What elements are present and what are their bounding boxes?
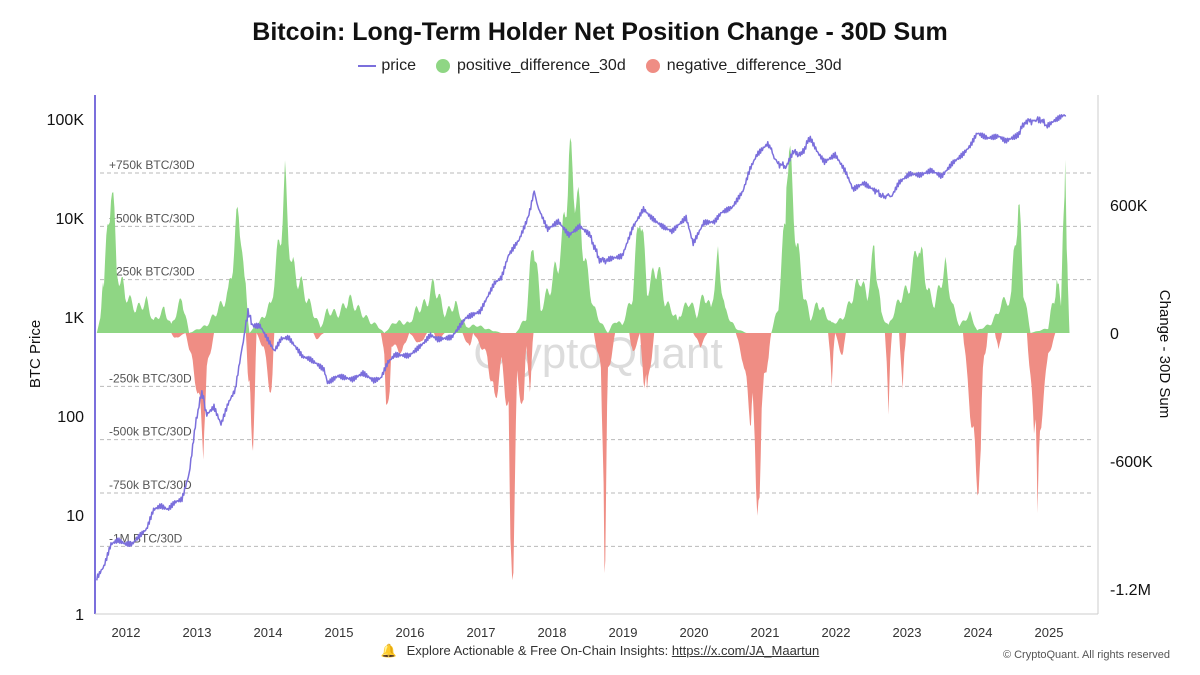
y-left-tick-label: 1K xyxy=(64,310,84,327)
x-tick-label: 2024 xyxy=(964,625,993,640)
x-tick-label: 2017 xyxy=(467,625,496,640)
legend-negative-label: negative_difference_30d xyxy=(666,57,842,74)
legend-price-swatch xyxy=(358,65,377,67)
y-left-tick-label: 10 xyxy=(66,508,84,525)
reference-line-label: -500k BTC/30D xyxy=(109,425,192,439)
y-right-tick-label: -1.2M xyxy=(1110,582,1151,599)
x-tick-label: 2016 xyxy=(396,625,425,640)
legend-positive-label: positive_difference_30d xyxy=(457,57,626,74)
x-tick-label: 2014 xyxy=(254,625,283,640)
y-left-tick-label: 1 xyxy=(75,607,84,624)
x-tick-label: 2012 xyxy=(112,625,141,640)
x-tick-label: 2018 xyxy=(538,625,567,640)
legend-negative-swatch xyxy=(645,59,660,73)
legend-positive-swatch xyxy=(436,59,450,73)
reference-line-label: +750k BTC/30D xyxy=(109,158,195,172)
x-tick-label: 2015 xyxy=(325,625,354,640)
chart-title: Bitcoin: Long-Term Holder Net Position C… xyxy=(252,18,948,46)
y-right-tick-label: 600K xyxy=(1110,198,1148,215)
negative-difference-area xyxy=(171,333,1056,581)
chart-legend: price positive_difference_30d negative_d… xyxy=(0,57,1200,75)
bell-icon: 🔔 xyxy=(380,643,397,658)
x-tick-label: 2019 xyxy=(609,625,638,640)
legend-item-positive[interactable]: positive_difference_30d xyxy=(436,57,626,75)
y-left-tick-label: 100K xyxy=(47,112,85,129)
legend-item-price[interactable]: price xyxy=(358,57,416,75)
copyright: © CryptoQuant. All rights reserved xyxy=(1002,649,1170,661)
y-right-tick-label: -600K xyxy=(1110,454,1153,471)
legend-price-label: price xyxy=(381,57,416,74)
price-line xyxy=(96,114,1067,581)
legend-item-negative[interactable]: negative_difference_30d xyxy=(645,57,842,75)
x-tick-label: 2022 xyxy=(822,625,851,640)
footer-text: Explore Actionable & Free On-Chain Insig… xyxy=(406,643,669,658)
x-tick-label: 2013 xyxy=(183,625,212,640)
x-tick-label: 2023 xyxy=(893,625,922,640)
positive-difference-area xyxy=(96,137,1070,333)
x-tick-label: 2020 xyxy=(680,625,709,640)
reference-line-label: +250k BTC/30D xyxy=(109,265,195,279)
footer: 🔔 Explore Actionable & Free On-Chain Ins… xyxy=(0,643,1200,659)
reference-line-label: -750k BTC/30D xyxy=(109,478,192,492)
y-right-tick-label: 0 xyxy=(1110,326,1119,343)
y-left-axis-title: BTC Price xyxy=(27,320,44,388)
y-left-tick-label: 10K xyxy=(56,211,85,228)
y-right-axis-title: Change - 30D Sum xyxy=(1156,290,1173,418)
x-tick-label: 2021 xyxy=(751,625,780,640)
reference-line-label: -250k BTC/30D xyxy=(109,371,192,385)
x-tick-label: 2025 xyxy=(1035,625,1064,640)
y-left-tick-label: 100 xyxy=(57,409,84,426)
reference-line-label: +500k BTC/30D xyxy=(109,211,195,225)
footer-link[interactable]: https://x.com/JA_Maartun xyxy=(671,643,820,658)
